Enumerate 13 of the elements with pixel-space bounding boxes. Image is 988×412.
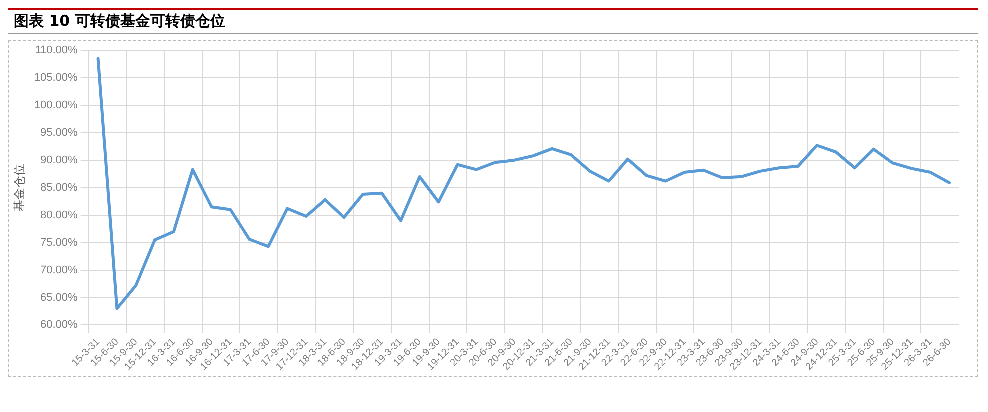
- y-tick-label: 90.00%: [40, 154, 78, 166]
- y-tick-label: 100.00%: [34, 100, 78, 112]
- y-tick-label: 85.00%: [40, 182, 78, 194]
- y-tick-label: 80.00%: [40, 209, 78, 222]
- y-tick-label: 95.00%: [40, 127, 78, 140]
- y-tick-label: 60.00%: [40, 319, 78, 332]
- y-tick-label: 70.00%: [40, 264, 78, 276]
- y-tick-label: 110.00%: [35, 44, 78, 57]
- chart-title: 图表 10 可转债基金可转债仓位: [8, 8, 978, 34]
- y-axis-title: 基金仓位: [12, 164, 26, 212]
- y-tick-label: 65.00%: [40, 292, 78, 304]
- y-tick-label: 75.00%: [40, 236, 78, 249]
- y-tick-label: 105.00%: [34, 72, 78, 84]
